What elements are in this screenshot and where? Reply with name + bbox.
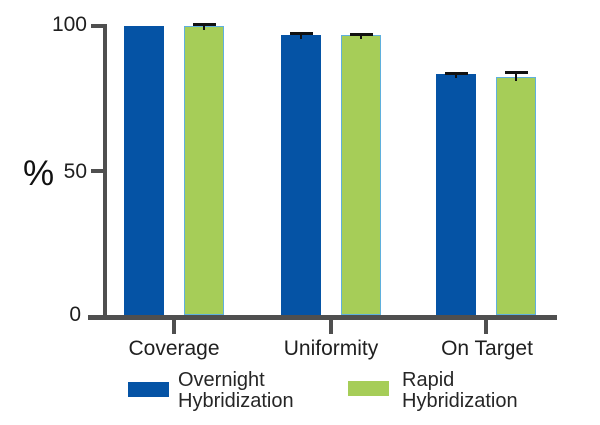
legend-swatch-rapid [348, 381, 389, 396]
x-axis [88, 315, 557, 320]
error-cap-rapid-hybridization-on-target [504, 71, 528, 75]
bar-overnight-hybridization-coverage [124, 26, 164, 315]
legend-label-rapid: Rapid Hybridization [402, 369, 518, 412]
bar-overnight-hybridization-uniformity [281, 34, 321, 315]
legend-swatch-overnight [128, 382, 169, 397]
x-tick-label-on-target: On Target [441, 337, 533, 360]
y-axis-label: % [23, 154, 55, 193]
y-axis [103, 24, 107, 319]
bar-rapid-hybridization-coverage [184, 25, 224, 315]
error-whisker-overnight-hybridization-uniformity [300, 31, 302, 39]
bar-rapid-hybridization-uniformity [341, 35, 381, 315]
bar-rapid-hybridization-on-target [496, 76, 536, 315]
y-tick-label-100: 100 [51, 13, 87, 36]
x-tick-uniformity [329, 320, 333, 334]
error-whisker-rapid-hybridization-coverage [203, 22, 205, 30]
x-tick-label-coverage: Coverage [128, 337, 220, 360]
error-whisker-rapid-hybridization-uniformity [360, 32, 362, 40]
error-cap-rapid-hybridization-coverage [192, 22, 216, 26]
x-tick-on-target [484, 320, 488, 334]
error-cap-overnight-hybridization-on-target [444, 71, 468, 75]
y-tick-50 [91, 169, 104, 173]
y-tick-100 [91, 24, 104, 28]
x-tick-coverage [172, 320, 176, 334]
error-cap-rapid-hybridization-uniformity [349, 32, 373, 36]
error-cap-overnight-hybridization-uniformity [289, 31, 313, 35]
legend-label-overnight: Overnight Hybridization [178, 369, 294, 412]
x-tick-label-uniformity: Uniformity [283, 337, 379, 360]
y-tick-label-0: 0 [69, 303, 81, 326]
error-whisker-overnight-hybridization-on-target [455, 71, 457, 79]
error-whisker-rapid-hybridization-on-target [515, 71, 517, 81]
y-tick-label-50: 50 [63, 160, 87, 183]
bar-overnight-hybridization-on-target [436, 74, 476, 315]
